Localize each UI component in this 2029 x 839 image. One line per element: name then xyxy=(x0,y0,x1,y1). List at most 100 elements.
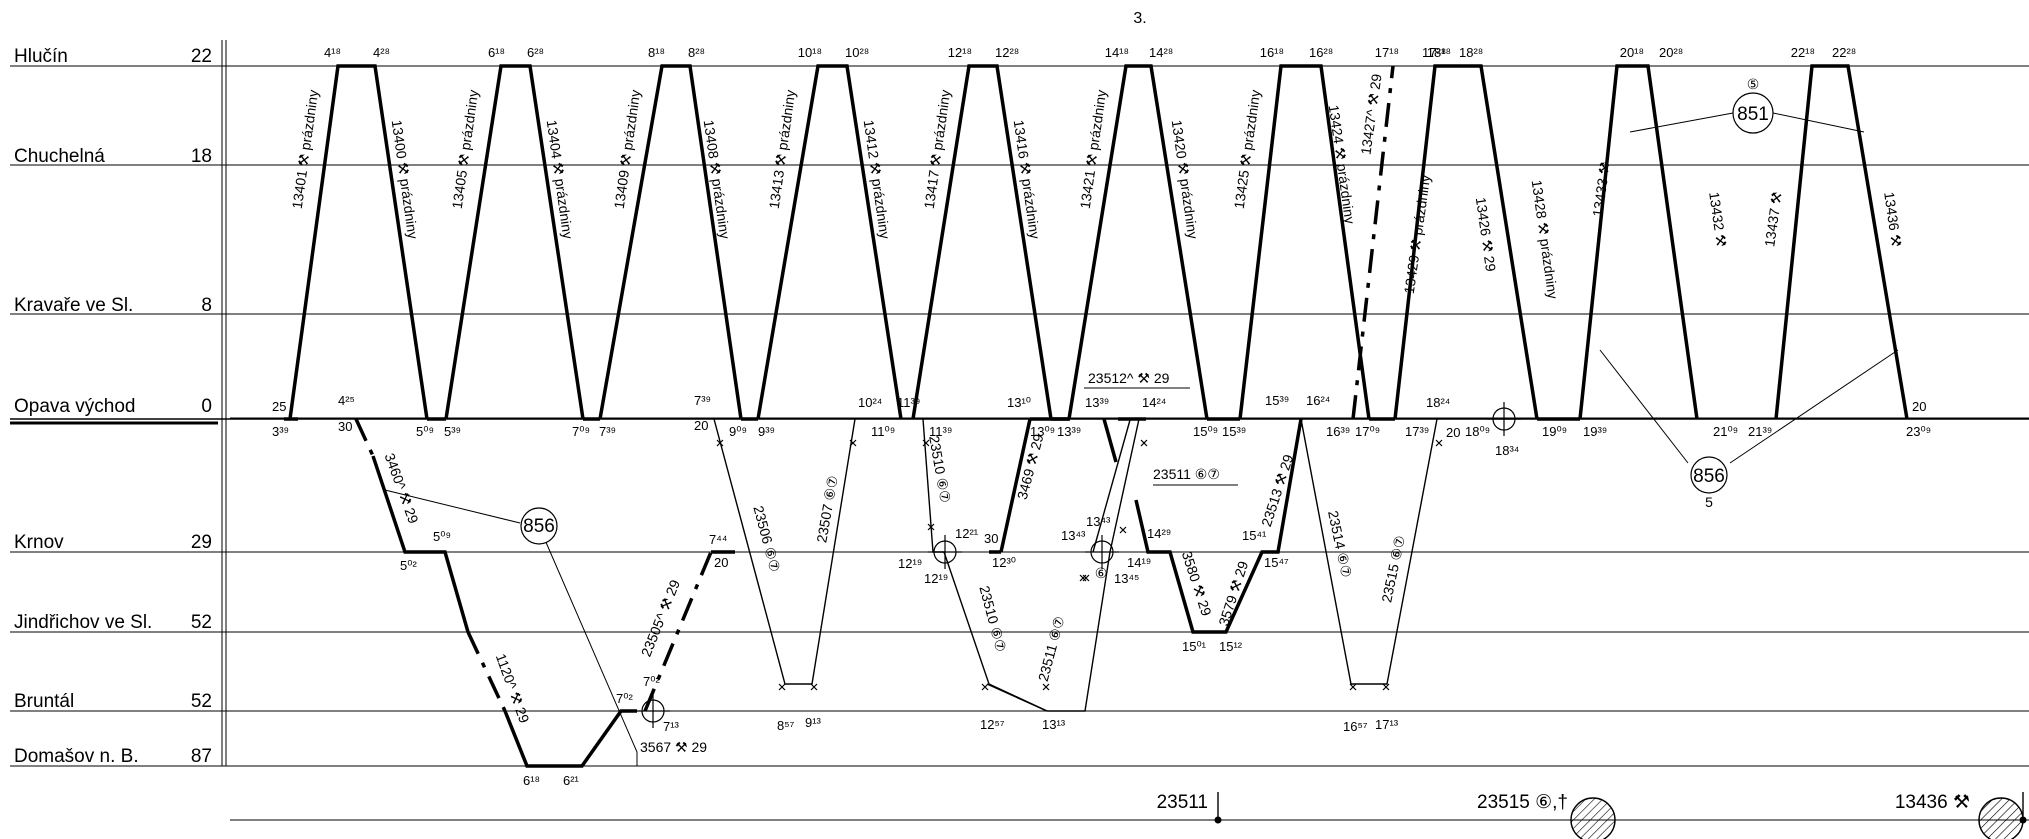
krnov-times: 5⁰⁹ 5⁰² 7⁴⁴ 20 12²¹ 12¹⁹ 12¹⁹ 30 12³⁰ 13… xyxy=(400,514,1289,586)
svg-text:12¹⁸: 12¹⁸ xyxy=(948,45,972,60)
svg-text:18¹⁸: 18¹⁸ xyxy=(1427,45,1451,60)
train-lines-dashed xyxy=(1351,65,1395,420)
svg-text:30: 30 xyxy=(984,531,998,546)
tick-marks xyxy=(716,439,1443,691)
svg-text:3³⁹: 3³⁹ xyxy=(272,424,289,439)
svg-text:15³⁹: 15³⁹ xyxy=(1222,424,1246,439)
svg-text:23512^ ⚒ 29: 23512^ ⚒ 29 xyxy=(1088,370,1170,386)
station-km-kravare: 8 xyxy=(201,295,212,316)
svg-text:10¹⁸: 10¹⁸ xyxy=(798,45,822,60)
svg-text:22¹⁸: 22¹⁸ xyxy=(1791,45,1815,60)
circle-851-note: ⑤ xyxy=(1747,76,1760,92)
page-number: 3. xyxy=(1133,10,1146,27)
svg-text:13³⁹: 13³⁹ xyxy=(1057,424,1081,439)
svg-text:13¹⁰: 13¹⁰ xyxy=(1007,395,1031,410)
svg-text:6¹⁸: 6¹⁸ xyxy=(488,45,505,60)
svg-text:17¹³: 17¹³ xyxy=(1375,717,1399,732)
station-km-jindrichov: 52 xyxy=(191,612,212,633)
svg-text:4¹⁸: 4¹⁸ xyxy=(324,45,341,60)
lower-times: 15⁰¹ 15¹² 7⁰² 7⁰² 7¹³ 8⁵⁷ 9¹³ 12⁵⁷ 13¹³ … xyxy=(523,639,1399,788)
svg-text:20²⁸: 20²⁸ xyxy=(1659,45,1683,60)
svg-text:4²⁵: 4²⁵ xyxy=(338,393,355,408)
svg-text:16¹⁸: 16¹⁸ xyxy=(1260,45,1284,60)
svg-text:20: 20 xyxy=(1912,399,1926,414)
station-km-domasov: 87 xyxy=(191,746,212,767)
svg-text:13401 ⚒ prázdniny: 13401 ⚒ prázdniny xyxy=(289,89,322,210)
svg-text:23506 ⑥⑦: 23506 ⑥⑦ xyxy=(750,504,783,574)
station-labels: Hlučín 22 Chuchelná 18 Kravaře ve Sl. 8 … xyxy=(14,46,212,767)
station-name-krnov: Krnov xyxy=(14,532,64,553)
svg-text:4²⁸: 4²⁸ xyxy=(373,45,390,60)
svg-text:23510 ⑥⑦: 23510 ⑥⑦ xyxy=(976,584,1009,654)
train-lines-hlucin-opava xyxy=(288,64,1909,420)
svg-text:12¹⁹: 12¹⁹ xyxy=(898,556,922,571)
station-lines xyxy=(10,40,2029,821)
svg-text:9¹³: 9¹³ xyxy=(805,715,822,730)
train-lines-opava-south xyxy=(354,417,1438,768)
svg-text:12²¹: 12²¹ xyxy=(955,526,979,541)
svg-text:13432 ⚒: 13432 ⚒ xyxy=(1706,191,1730,248)
svg-text:13424 ⚒ prázdniny: 13424 ⚒ prázdniny xyxy=(1326,104,1359,225)
svg-text:13⁰⁹: 13⁰⁹ xyxy=(1030,424,1055,439)
svg-text:18⁰⁹: 18⁰⁹ xyxy=(1465,424,1490,439)
station-km-bruntal: 52 xyxy=(191,691,212,712)
circle-856b-note: 5 xyxy=(1705,494,1713,510)
svg-text:11⁰⁹: 11⁰⁹ xyxy=(871,424,895,439)
svg-text:10²⁸: 10²⁸ xyxy=(845,45,869,60)
svg-text:13400 ⚒ prázdniny: 13400 ⚒ prázdniny xyxy=(389,119,422,240)
svg-text:13³⁹: 13³⁹ xyxy=(1085,395,1109,410)
svg-text:23505^ ⚒ 29: 23505^ ⚒ 29 xyxy=(638,577,683,659)
station-name-kravare: Kravaře ve Sl. xyxy=(14,295,133,316)
svg-text:20: 20 xyxy=(694,418,708,433)
svg-text:17³⁹: 17³⁹ xyxy=(1405,424,1429,439)
svg-text:18²⁴: 18²⁴ xyxy=(1426,395,1450,410)
svg-text:11³⁹: 11³⁹ xyxy=(929,424,952,439)
svg-text:17¹⁸: 17¹⁸ xyxy=(1375,45,1399,60)
circle-851-label: 851 xyxy=(1737,104,1769,125)
svg-text:13⁴³: 13⁴³ xyxy=(1061,528,1086,543)
svg-text:13405 ⚒ prázdniny: 13405 ⚒ prázdniny xyxy=(449,89,482,210)
svg-text:7⁰⁹: 7⁰⁹ xyxy=(572,424,590,439)
svg-text:12⁵⁷: 12⁵⁷ xyxy=(980,717,1005,732)
opava-lower-times: 3³⁹ 30 5⁰⁹ 5³⁹ 7⁰⁹ 7³⁹ 20 9⁰⁹ 9³⁹ 11⁰⁹ 1… xyxy=(272,418,1931,458)
svg-text:8⁵⁷: 8⁵⁷ xyxy=(777,718,795,733)
station-name-hlucin: Hlučín xyxy=(14,46,68,67)
svg-text:13427^ ⚒ 29: 13427^ ⚒ 29 xyxy=(1357,73,1384,156)
svg-text:6²¹: 6²¹ xyxy=(563,773,580,788)
svg-text:5⁰⁹: 5⁰⁹ xyxy=(433,529,451,544)
svg-text:7⁴⁴: 7⁴⁴ xyxy=(709,532,727,547)
svg-text:5⁰⁹: 5⁰⁹ xyxy=(416,424,434,439)
circle-6-label: ⑥ xyxy=(1095,565,1108,581)
svg-text:11³⁹: 11³⁹ xyxy=(897,395,920,410)
svg-text:18³⁴: 18³⁴ xyxy=(1495,443,1519,458)
svg-text:6²⁸: 6²⁸ xyxy=(527,45,544,60)
svg-text:6¹⁸: 6¹⁸ xyxy=(523,773,540,788)
circle-markers xyxy=(520,92,1774,728)
svg-text:23510 ⑥⑦: 23510 ⑥⑦ xyxy=(926,434,954,504)
circle-856-label: 856 xyxy=(523,516,555,537)
svg-text:30: 30 xyxy=(338,419,352,434)
svg-text:7³⁹: 7³⁹ xyxy=(599,424,616,439)
svg-text:7⁰²: 7⁰² xyxy=(616,691,633,706)
svg-text:15³⁹: 15³⁹ xyxy=(1265,393,1289,408)
svg-text:21³⁹: 21³⁹ xyxy=(1748,424,1772,439)
footer-hatched-circle-2 xyxy=(1978,797,2024,839)
station-km-hlucin: 22 xyxy=(191,46,212,67)
svg-text:13428 ⚒ prázdniny: 13428 ⚒ prázdniny xyxy=(1529,179,1562,300)
svg-text:20: 20 xyxy=(1446,425,1460,440)
svg-text:7⁰²: 7⁰² xyxy=(643,674,660,689)
station-name-domasov: Domašov n. B. xyxy=(14,746,139,767)
svg-text:13433 ⚒: 13433 ⚒ xyxy=(1589,161,1613,218)
svg-text:21⁰⁹: 21⁰⁹ xyxy=(1713,424,1738,439)
opava-upper-times: 25 4²⁵ 7³⁹ 10²⁴ 11³⁹ 13¹⁰ 13³⁹ 14²⁴ 15³⁹… xyxy=(272,393,1926,414)
svg-text:25: 25 xyxy=(272,399,286,414)
station-name-chuchelna: Chuchelná xyxy=(14,146,105,167)
svg-text:23511 ⑥⑦: 23511 ⑥⑦ xyxy=(1035,614,1068,683)
hlucin-times: 4¹⁸ 4²⁸ 6¹⁸ 6²⁸ 8¹⁸ 8²⁸ 10¹⁸ 10²⁸ 12¹⁸ 1… xyxy=(324,45,1856,60)
svg-text:9⁰⁹: 9⁰⁹ xyxy=(729,424,747,439)
svg-text:3567 ⚒ 29: 3567 ⚒ 29 xyxy=(640,739,707,755)
circle-856b-label: 856 xyxy=(1693,466,1725,487)
svg-text:14²⁹: 14²⁹ xyxy=(1147,526,1171,541)
svg-text:13425 ⚒ prázdniny: 13425 ⚒ prázdniny xyxy=(1231,89,1264,210)
svg-text:14¹⁸: 14¹⁸ xyxy=(1105,45,1129,60)
